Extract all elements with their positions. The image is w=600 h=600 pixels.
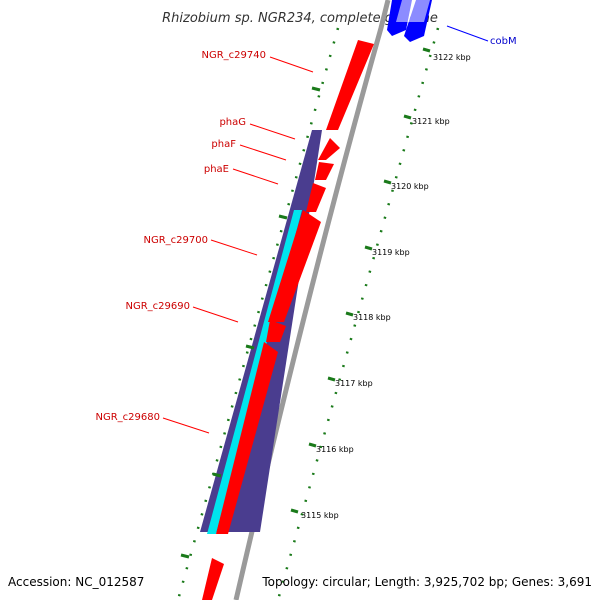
label-ngr-c29690[interactable]: NGR_c29690 [126,301,191,312]
tick-label-3118: 3118 kbp [353,313,391,322]
gene-phaE[interactable] [306,183,326,212]
topology-text: Topology: circular; Length: 3,925,702 bp… [261,575,592,589]
major-tick [290,508,299,514]
leader-phaE [232,168,279,185]
gene-phaF[interactable] [315,162,334,180]
tick-label-3117: 3117 kbp [335,379,373,388]
leader-phaG [249,123,296,140]
gene-ngr-c29690[interactable] [266,320,286,342]
purple-track [200,130,322,532]
major-tick [364,245,373,251]
tick-label-3122: 3122 kbp [433,53,471,62]
major-tick [403,114,412,120]
major-tick [345,311,354,317]
label-ngr-c29700[interactable]: NGR_c29700 [144,235,209,246]
outer-tick-ring [276,27,440,600]
leader-ngr-c29700 [210,239,258,256]
inner-major-tick [311,86,321,92]
inner-tick-ring [176,27,340,600]
accession-text: Accession: NC_012587 [8,575,144,589]
label-phaF[interactable]: phaF [211,139,236,150]
tick-label-3115: 3115 kbp [301,511,339,520]
tick-label-3120: 3120 kbp [391,182,429,191]
leader-ngr-c29740 [269,56,314,73]
leader-ngr-c29690 [192,306,239,323]
label-phaE[interactable]: phaE [204,164,229,175]
label-ngr-c29740[interactable]: NGR_c29740 [202,50,267,61]
leader-ngr-c29680 [162,417,210,434]
major-tick [383,179,392,185]
gene-bottom[interactable] [202,558,224,600]
map-title: Rhizobium sp. NGR234, complete genome [162,11,438,26]
inner-major-tick [278,214,288,220]
major-tick [327,376,336,382]
label-cobM[interactable]: cobM [490,36,517,47]
major-tick [308,442,317,448]
gene-phaG[interactable] [318,138,340,160]
inner-major-tick [245,344,255,350]
gene-ngr-c29740[interactable] [326,40,374,130]
major-tick [422,47,431,53]
leader-phaF [239,144,287,161]
label-ngr-c29680[interactable]: NGR_c29680 [96,412,161,423]
tick-label-3121: 3121 kbp [412,117,450,126]
inner-major-tick [180,553,190,559]
inner-major-tick [212,472,222,478]
gene-ngr-c29680[interactable] [216,342,278,534]
leader-cobM [446,25,489,42]
gene-ngr-c29700[interactable] [268,210,321,322]
tick-label-3119: 3119 kbp [372,248,410,257]
tick-label-3116: 3116 kbp [316,445,354,454]
label-phaG[interactable]: phaG [219,117,246,128]
reverse-gene-cobM[interactable] [387,0,432,42]
